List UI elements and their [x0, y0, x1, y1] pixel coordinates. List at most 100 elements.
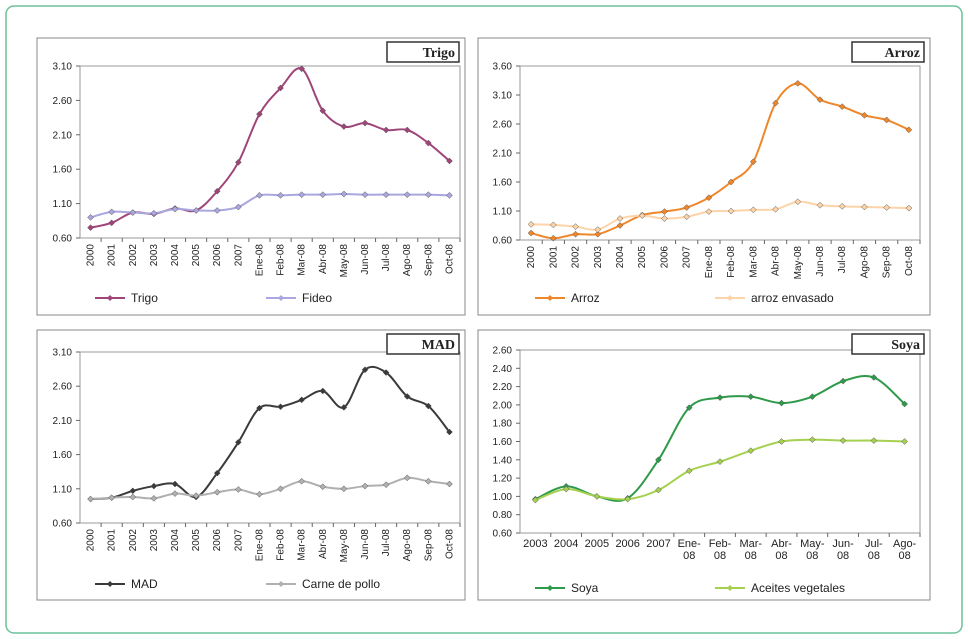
- data-point: [382, 481, 390, 489]
- x-tick-label: 2004: [554, 538, 578, 550]
- y-tick-label: 3.10: [493, 91, 513, 102]
- data-point: [171, 480, 179, 488]
- data-point: [839, 437, 847, 444]
- y-tick-label: 2.40: [493, 364, 513, 375]
- data-point: [213, 469, 221, 477]
- data-point: [424, 139, 432, 147]
- data-point: [298, 477, 306, 485]
- legend-label: arroz envasado: [751, 291, 834, 305]
- x-tick-label: 2004: [170, 529, 181, 552]
- data-point: [883, 204, 891, 211]
- chart-title: Trigo: [423, 46, 455, 61]
- data-point: [861, 203, 868, 211]
- x-tick-label-part: 08: [898, 550, 910, 562]
- data-point: [808, 436, 816, 444]
- data-point: [129, 209, 137, 216]
- y-tick-label: 0.60: [493, 236, 513, 247]
- data-point: [727, 178, 735, 186]
- data-point: [527, 220, 535, 228]
- x-tick-label-part: Abr-: [771, 538, 792, 550]
- x-tick-label-part: Ene-: [678, 538, 702, 550]
- data-point: [150, 209, 158, 217]
- data-point: [905, 204, 913, 212]
- panel: [477, 37, 931, 316]
- data-point: [794, 80, 802, 87]
- data-point: [747, 447, 755, 455]
- x-tick-label: 2005: [585, 538, 609, 550]
- x-tick-label: 2007: [233, 244, 244, 267]
- data-point: [778, 438, 785, 445]
- y-tick-label: 0.60: [53, 234, 73, 245]
- data-point: [838, 203, 846, 210]
- data-point: [361, 482, 369, 490]
- x-tick-label: Jun-08: [360, 244, 371, 275]
- data-point: [905, 126, 913, 134]
- x-tick-label: Ene-08: [254, 244, 265, 277]
- y-tick-label: 2.60: [493, 120, 513, 131]
- data-point: [572, 230, 579, 238]
- data-point: [749, 158, 757, 166]
- legend-label: Soya: [571, 581, 599, 595]
- x-tick-label: Abr-08: [318, 529, 329, 559]
- data-point: [319, 191, 327, 199]
- data-point: [403, 126, 411, 134]
- x-tick-label-part: 08: [714, 550, 726, 562]
- x-tick-label: Oct-08: [444, 529, 455, 559]
- data-point: [150, 482, 158, 490]
- x-tick-label: Jun-08: [360, 529, 371, 560]
- y-tick-label: 1.60: [53, 450, 73, 461]
- data-point: [816, 201, 824, 209]
- x-tick-label: 2004: [170, 244, 181, 267]
- data-point: [705, 208, 713, 215]
- data-point: [861, 111, 868, 119]
- data-point: [816, 96, 824, 103]
- x-tick-label: Mar-08: [297, 529, 308, 561]
- data-point: [424, 402, 432, 410]
- x-tick-label: 2001: [548, 246, 559, 269]
- x-tick-label: May-08: [800, 538, 825, 562]
- x-tick-label: Feb-08: [276, 244, 287, 276]
- x-tick-label: 2007: [682, 246, 693, 269]
- x-tick-label: 2006: [212, 529, 223, 552]
- x-tick-label: Ene-08: [704, 246, 715, 279]
- x-tick-label: 2002: [128, 244, 139, 267]
- x-tick-label: Sep-08: [423, 244, 434, 277]
- data-point: [794, 198, 802, 206]
- data-point: [527, 229, 535, 237]
- data-point: [256, 404, 263, 412]
- legend-marker: [547, 585, 553, 591]
- chart-title: MAD: [422, 338, 455, 353]
- x-tick-label: 2004: [615, 246, 626, 269]
- data-point: [655, 456, 662, 464]
- data-point: [298, 65, 306, 73]
- title-box: [386, 333, 460, 355]
- x-tick-label-part: Mar-: [739, 538, 762, 550]
- x-tick-label: Jul-08: [381, 244, 392, 272]
- data-point: [532, 496, 539, 504]
- data-point: [870, 437, 878, 444]
- x-tick-label: 2005: [191, 244, 202, 267]
- x-tick-label-part: Jul-: [865, 538, 883, 550]
- legend-marker: [278, 295, 284, 301]
- y-tick-label: 3.10: [53, 348, 73, 359]
- x-tick-label: 2001: [107, 529, 118, 552]
- x-tick-label: 2000: [86, 244, 97, 267]
- y-tick-label: 3.60: [493, 62, 513, 73]
- data-point: [403, 393, 411, 400]
- data-point: [361, 119, 369, 127]
- y-tick-label: 1.60: [493, 178, 513, 189]
- x-tick-label: Ago-08: [859, 246, 870, 279]
- data-point: [616, 222, 624, 229]
- legend-label: Arroz: [571, 291, 600, 305]
- y-tick-label: 1.60: [493, 437, 513, 448]
- data-point: [319, 387, 327, 395]
- x-tick-label: 2000: [526, 246, 537, 269]
- x-tick-label: May-08: [793, 246, 804, 280]
- y-tick-label: 0.60: [53, 519, 73, 530]
- data-point: [340, 404, 348, 411]
- y-tick-label: 2.10: [493, 149, 513, 160]
- y-tick-label: 1.00: [493, 492, 513, 503]
- legend-marker: [547, 295, 553, 301]
- data-point: [108, 219, 116, 227]
- data-point: [319, 483, 327, 491]
